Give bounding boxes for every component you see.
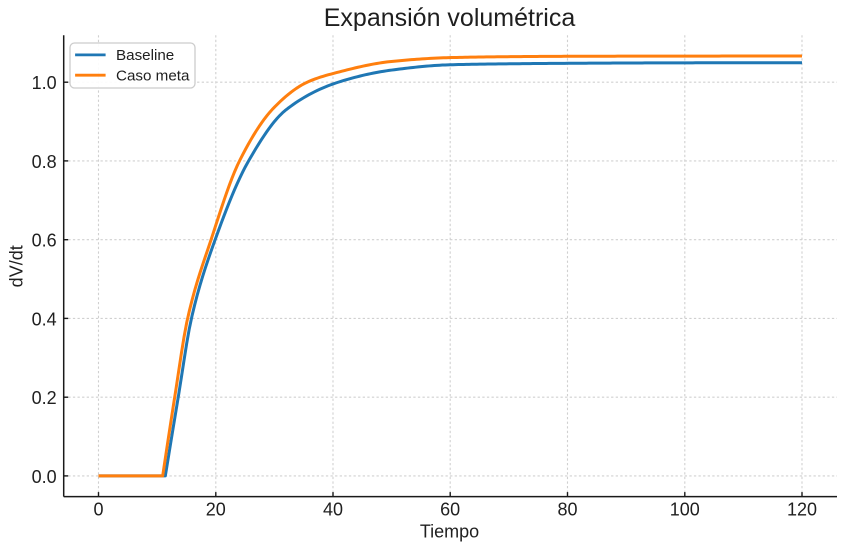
svg-text:1.0: 1.0 <box>32 73 57 93</box>
svg-text:60: 60 <box>440 500 460 520</box>
svg-text:Caso meta: Caso meta <box>116 68 190 85</box>
svg-text:0.6: 0.6 <box>32 231 57 251</box>
svg-text:dV/dt: dV/dt <box>7 245 27 287</box>
svg-text:0.8: 0.8 <box>32 152 57 172</box>
svg-text:0: 0 <box>93 500 103 520</box>
svg-text:20: 20 <box>206 500 226 520</box>
svg-text:Tiempo: Tiempo <box>420 521 479 541</box>
svg-text:0.4: 0.4 <box>32 309 57 329</box>
svg-text:100: 100 <box>670 500 700 520</box>
svg-text:Expansión volumétrica: Expansión volumétrica <box>324 4 576 32</box>
svg-text:40: 40 <box>323 500 343 520</box>
svg-text:80: 80 <box>557 500 577 520</box>
svg-text:0.0: 0.0 <box>32 467 57 487</box>
svg-text:120: 120 <box>787 500 817 520</box>
svg-text:Baseline: Baseline <box>116 47 174 64</box>
svg-text:0.2: 0.2 <box>32 388 57 408</box>
